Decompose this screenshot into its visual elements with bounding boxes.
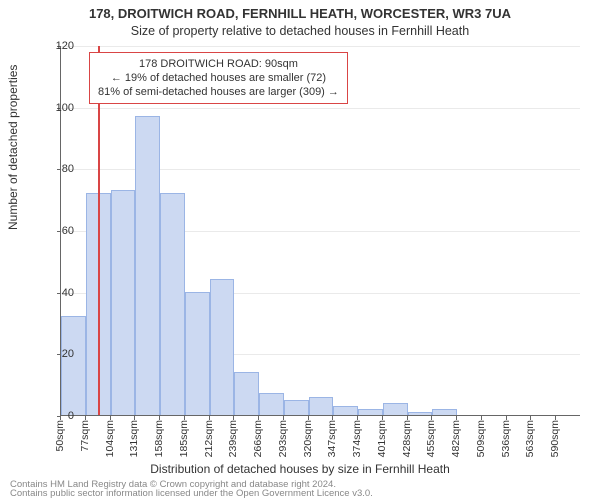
ytick-label: 20 xyxy=(44,348,74,360)
footer-text: Contains HM Land Registry data © Crown c… xyxy=(10,480,373,498)
ytick-label: 40 xyxy=(44,287,74,299)
xtick-label: 293sqm xyxy=(277,420,289,457)
xtick-mark xyxy=(184,416,185,420)
gridline xyxy=(61,108,580,109)
xtick-label: 77sqm xyxy=(79,420,91,452)
histogram-bar xyxy=(383,403,408,415)
xtick-label: 212sqm xyxy=(203,420,215,457)
xtick-mark xyxy=(332,416,333,420)
xtick-label: 401sqm xyxy=(376,420,388,457)
histogram-bar xyxy=(61,316,86,415)
y-axis-label: Number of detached properties xyxy=(6,65,20,230)
xtick-mark xyxy=(258,416,259,420)
histogram-bar xyxy=(111,190,136,415)
histogram-bar xyxy=(358,409,383,415)
histogram-bar xyxy=(210,279,235,415)
histogram-bar xyxy=(309,397,334,416)
xtick-label: 320sqm xyxy=(302,420,314,457)
xtick-label: 590sqm xyxy=(549,420,561,457)
xtick-label: 563sqm xyxy=(524,420,536,457)
xtick-label: 239sqm xyxy=(227,420,239,457)
histogram-bar xyxy=(234,372,259,415)
histogram-bar xyxy=(408,412,433,415)
xtick-mark xyxy=(456,416,457,420)
xtick-label: 347sqm xyxy=(326,420,338,457)
histogram-bar xyxy=(284,400,309,415)
x-axis-label: Distribution of detached houses by size … xyxy=(0,462,600,476)
xtick-mark xyxy=(60,416,61,420)
xtick-mark xyxy=(407,416,408,420)
ytick-label: 100 xyxy=(44,102,74,114)
histogram-figure: 178, DROITWICH ROAD, FERNHILL HEATH, WOR… xyxy=(0,0,600,500)
xtick-mark xyxy=(308,416,309,420)
xtick-label: 185sqm xyxy=(178,420,190,457)
callout-line-3: 81% of semi-detached houses are larger (… xyxy=(98,85,339,99)
xtick-mark xyxy=(431,416,432,420)
xtick-mark xyxy=(134,416,135,420)
histogram-bar xyxy=(259,393,284,415)
histogram-bar xyxy=(135,116,160,415)
ytick-label: 120 xyxy=(44,40,74,52)
xtick-label: 536sqm xyxy=(500,420,512,457)
xtick-label: 158sqm xyxy=(153,420,165,457)
xtick-mark xyxy=(209,416,210,420)
xtick-label: 374sqm xyxy=(351,420,363,457)
plot-area: 178 DROITWICH ROAD: 90sqm ← 19% of detac… xyxy=(60,46,580,416)
xtick-label: 455sqm xyxy=(425,420,437,457)
xtick-label: 428sqm xyxy=(401,420,413,457)
xtick-label: 266sqm xyxy=(252,420,264,457)
xtick-label: 482sqm xyxy=(450,420,462,457)
callout-line-2: ← 19% of detached houses are smaller (72… xyxy=(98,71,339,85)
title-line-1: 178, DROITWICH ROAD, FERNHILL HEATH, WOR… xyxy=(0,6,600,21)
ytick-label: 60 xyxy=(44,225,74,237)
histogram-bar xyxy=(160,193,185,415)
xtick-mark xyxy=(382,416,383,420)
xtick-mark xyxy=(555,416,556,420)
xtick-mark xyxy=(85,416,86,420)
xtick-label: 104sqm xyxy=(104,420,116,457)
callout-box: 178 DROITWICH ROAD: 90sqm ← 19% of detac… xyxy=(89,52,348,104)
title-line-2: Size of property relative to detached ho… xyxy=(0,24,600,38)
xtick-mark xyxy=(110,416,111,420)
footer-line-2: Contains public sector information licen… xyxy=(10,489,373,498)
gridline xyxy=(61,46,580,47)
ytick-label: 80 xyxy=(44,163,74,175)
xtick-label: 50sqm xyxy=(54,420,66,452)
xtick-label: 131sqm xyxy=(128,420,140,457)
histogram-bar xyxy=(185,292,210,415)
xtick-mark xyxy=(283,416,284,420)
xtick-mark xyxy=(481,416,482,420)
histogram-bar xyxy=(432,409,457,415)
xtick-mark xyxy=(530,416,531,420)
callout-line-1: 178 DROITWICH ROAD: 90sqm xyxy=(98,57,339,71)
xtick-label: 509sqm xyxy=(475,420,487,457)
xtick-mark xyxy=(506,416,507,420)
xtick-mark xyxy=(233,416,234,420)
xtick-mark xyxy=(357,416,358,420)
xtick-mark xyxy=(159,416,160,420)
histogram-bar xyxy=(333,406,358,415)
